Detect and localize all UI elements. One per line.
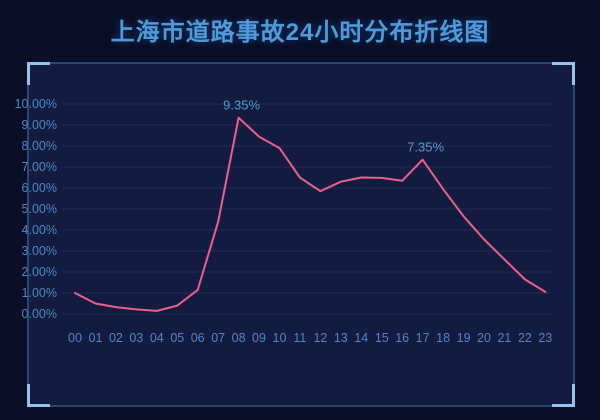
chart-title: 上海市道路事故24小时分布折线图 (110, 19, 490, 46)
chart-panel (27, 62, 575, 407)
corner-bracket-bottom-right-icon (552, 384, 575, 407)
corner-bracket-top-left-icon (27, 62, 50, 85)
corner-bracket-top-right-icon (552, 62, 575, 85)
corner-bracket-bottom-left-icon (27, 384, 50, 407)
